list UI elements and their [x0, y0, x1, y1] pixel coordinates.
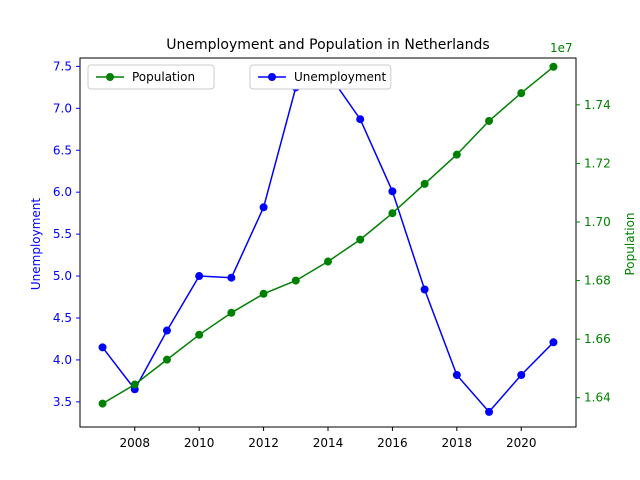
unemployment-point [452, 371, 461, 380]
x-tick-label: 2012 [248, 436, 279, 450]
right-y-tick-label: 1.74 [584, 98, 611, 112]
unemployment-point [162, 326, 171, 335]
series-layer [98, 62, 558, 416]
chart-title: Unemployment and Population in Netherlan… [166, 37, 489, 53]
population-point [162, 355, 171, 364]
population-point [485, 116, 494, 125]
unemployment-point [388, 187, 397, 196]
right-y-tick-label: 1.72 [584, 156, 611, 170]
x-tick-label: 2008 [119, 436, 150, 450]
right-y-tick-label: 1.64 [584, 391, 611, 405]
x-tick-label: 2016 [377, 436, 408, 450]
left-y-tick-label: 5.0 [53, 269, 72, 283]
x-tick-label: 2010 [184, 436, 215, 450]
population-point [388, 209, 397, 218]
plot-frame [79, 57, 577, 428]
legend-marker-swatch [106, 73, 114, 81]
legend-box [87, 64, 215, 90]
population-point [324, 257, 332, 266]
population-point [98, 399, 107, 408]
right-axis-label: Population [623, 212, 637, 275]
unemployment-point [98, 343, 107, 352]
unemployment-point [517, 371, 526, 380]
legend-label: Population [132, 70, 195, 84]
population-point [259, 289, 268, 298]
left-y-tick-label: 4.5 [53, 311, 72, 325]
legend-population: Population [87, 64, 215, 90]
population-point [291, 276, 300, 285]
population-point [227, 308, 236, 317]
unemployment-point [420, 285, 429, 294]
legend-marker-swatch [268, 73, 276, 81]
left-y-tick-label: 5.5 [53, 227, 72, 241]
legend-box [249, 64, 392, 90]
population-line [102, 66, 554, 405]
axes-layer: 2008 2010 2012 2014 2016 2018 2020 3.5 4.0 4.5 5.0… [53, 57, 611, 450]
population-point [356, 235, 365, 244]
right-y-tick-label: 1.70 [584, 215, 611, 229]
unemployment-point [485, 407, 494, 416]
x-tick-label: 2018 [442, 436, 473, 450]
population-point [130, 380, 139, 389]
left-y-tick-label: 6.5 [53, 143, 72, 157]
left-y-tick-label: 7.0 [53, 101, 72, 115]
right-y-tick-label: 1.68 [584, 274, 611, 288]
legend-unemployment: Unemployment [249, 64, 392, 90]
x-tick-label: 2014 [313, 436, 344, 450]
unemployment-point [259, 203, 268, 212]
population-point [549, 62, 558, 71]
legend-layer: Population Unemployment [87, 64, 392, 90]
legend-label: Unemployment [294, 70, 387, 84]
unemployment-point [195, 272, 204, 281]
x-tick-label: 2020 [506, 436, 537, 450]
left-axis-label: Unemployment [29, 198, 43, 291]
left-y-tick-label: 4.0 [53, 353, 72, 367]
unemployment-point [227, 273, 236, 282]
left-y-tick-label: 6.0 [53, 185, 72, 199]
right-y-tick-label: 1.66 [584, 332, 611, 346]
right-axis-offset-text: 1e7 [550, 41, 573, 55]
left-y-tick-label: 7.5 [53, 59, 72, 73]
unemployment-point [356, 115, 365, 124]
unemployment-point [549, 338, 558, 347]
population-point [452, 150, 461, 159]
population-point [195, 330, 204, 339]
left-y-tick-label: 3.5 [53, 395, 72, 409]
population-point [420, 179, 429, 188]
population-point [517, 89, 526, 98]
